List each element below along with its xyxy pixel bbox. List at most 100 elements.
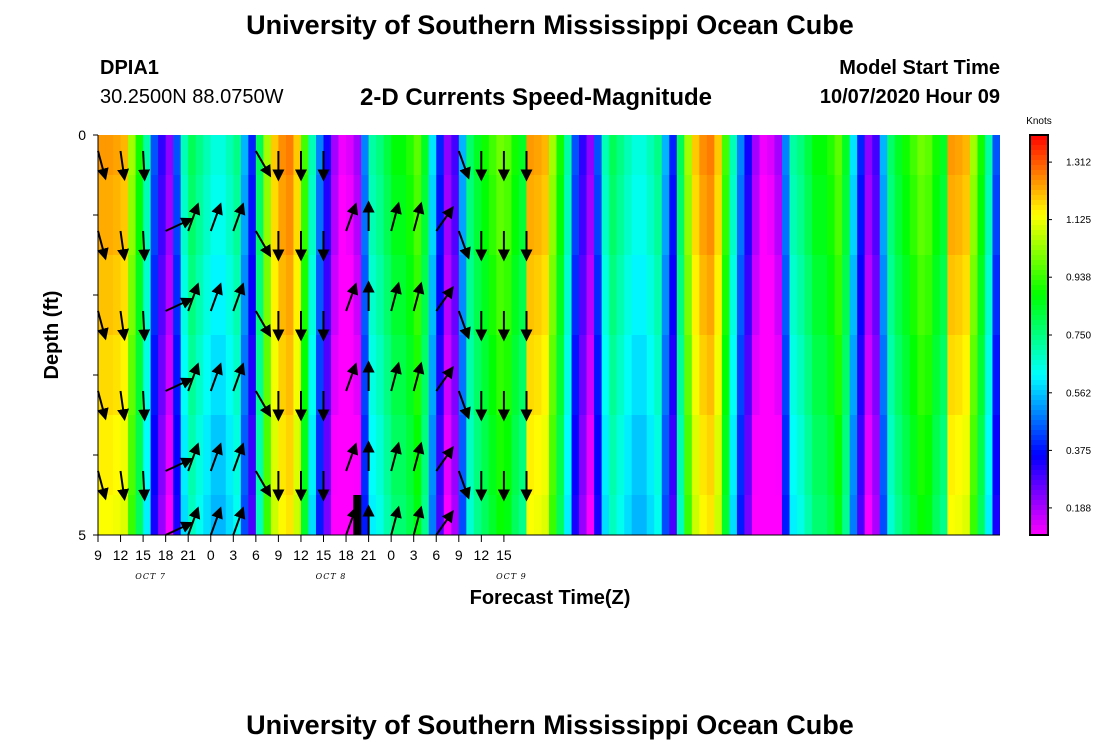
colorbar-segment — [1030, 365, 1048, 371]
colorbar-segment — [1030, 180, 1048, 186]
heatmap-cell — [827, 415, 836, 496]
heatmap-cell — [361, 255, 370, 336]
heatmap-cell — [533, 415, 543, 496]
heatmap-cell — [143, 495, 152, 536]
heatmap-cell — [285, 335, 295, 416]
heatmap-cell — [586, 175, 595, 256]
heatmap-cell — [864, 415, 873, 496]
heatmap-cell — [691, 135, 700, 176]
current-arrow — [390, 281, 402, 312]
heatmap-cell — [864, 255, 873, 336]
heatmap-cell — [879, 495, 888, 536]
heatmap-cell — [503, 175, 513, 256]
heatmap-cell — [263, 175, 272, 256]
heatmap-cell — [458, 415, 467, 496]
heatmap-cell — [421, 255, 430, 336]
heatmap-cell — [195, 495, 204, 536]
heatmap-cell — [894, 415, 903, 496]
heatmap-cell — [924, 495, 933, 536]
heatmap-cell — [293, 335, 302, 416]
heatmap-cell — [421, 335, 430, 416]
heatmap-cell — [338, 415, 347, 496]
heatmap-cell — [120, 335, 129, 416]
colorbar-tick-label: 0.188 — [1066, 503, 1091, 514]
heatmap-cell — [180, 495, 189, 536]
colorbar-segment — [1030, 435, 1048, 441]
heatmap-cell — [308, 255, 317, 336]
heatmap-cell — [293, 135, 302, 176]
heatmap-cell — [954, 255, 964, 336]
colorbar-tick-label: 0.750 — [1066, 331, 1091, 342]
heatmap-cell — [744, 415, 753, 496]
heatmap-cell — [624, 495, 633, 536]
heatmap-cell — [759, 135, 768, 176]
heatmap-cell — [533, 335, 543, 416]
colorbar-segment — [1030, 205, 1048, 211]
heatmap-cell — [601, 255, 610, 336]
heatmap-cell — [195, 175, 204, 256]
heatmap-cell — [624, 135, 633, 176]
heatmap-cell — [729, 495, 738, 536]
heatmap-cell — [353, 335, 362, 416]
x-tick-label: 15 — [316, 547, 332, 563]
heatmap-cell — [263, 415, 272, 496]
heatmap-cell — [579, 335, 588, 416]
heatmap-cell — [233, 135, 242, 176]
heatmap-cell — [98, 255, 107, 336]
heatmap-cell — [240, 415, 249, 496]
heatmap-cell — [759, 415, 768, 496]
heatmap-cell — [293, 175, 302, 256]
heatmap-cell — [98, 415, 107, 496]
current-arrow — [97, 390, 109, 421]
colorbar-segment — [1030, 195, 1048, 201]
heatmap-cell — [120, 175, 129, 256]
current-arrow — [412, 281, 425, 312]
heatmap-cell — [849, 335, 858, 416]
heatmap-cell — [661, 495, 670, 536]
heatmap-cell — [549, 495, 558, 536]
heatmap-cell — [714, 415, 723, 496]
heatmap-cell — [135, 255, 144, 336]
heatmap-cell — [383, 255, 392, 336]
colorbar-segment — [1030, 245, 1048, 251]
heatmap-cell — [849, 255, 858, 336]
heatmap-cell — [751, 415, 761, 496]
current-arrow — [165, 457, 194, 472]
date-label: OCT 7 — [135, 572, 166, 581]
heatmap-cell — [819, 175, 828, 256]
heatmap-cell — [255, 175, 264, 256]
heatmap-cell — [804, 495, 813, 536]
heatmap-cell — [255, 135, 264, 176]
heatmap-cell — [406, 495, 415, 536]
heatmap-cell — [98, 175, 107, 256]
heatmap-cell — [812, 415, 821, 496]
heatmap-cell — [729, 415, 738, 496]
heatmap-cell — [586, 255, 595, 336]
x-tick-label: 6 — [432, 547, 440, 563]
heatmap-cell — [518, 255, 528, 336]
heatmap-cell — [105, 415, 114, 496]
heatmap-cell — [165, 335, 174, 416]
heatmap-cell — [654, 255, 663, 336]
heatmap-cell — [917, 135, 926, 176]
heatmap-cell — [533, 135, 543, 176]
heatmap-cell — [135, 495, 144, 536]
heatmap-cell — [669, 495, 678, 536]
heatmap-cell — [954, 495, 964, 536]
heatmap-cell — [872, 415, 881, 496]
heatmap-cell — [984, 415, 994, 496]
heatmap-cell — [135, 415, 144, 496]
heatmap-cell — [654, 135, 663, 176]
footer-title: University of Southern Mississippi Ocean… — [246, 710, 854, 740]
heatmap-cell — [496, 415, 505, 496]
heatmap-cell — [782, 255, 791, 336]
current-arrow — [390, 441, 402, 472]
heatmap-cell — [736, 495, 746, 536]
heatmap-cell — [353, 255, 362, 336]
heatmap-cell — [518, 335, 528, 416]
heatmap-cell — [669, 175, 678, 256]
heatmap-cell — [466, 255, 475, 336]
heatmap-cell — [428, 135, 437, 176]
colorbar-segment — [1030, 360, 1048, 366]
heatmap-cell — [917, 335, 926, 416]
